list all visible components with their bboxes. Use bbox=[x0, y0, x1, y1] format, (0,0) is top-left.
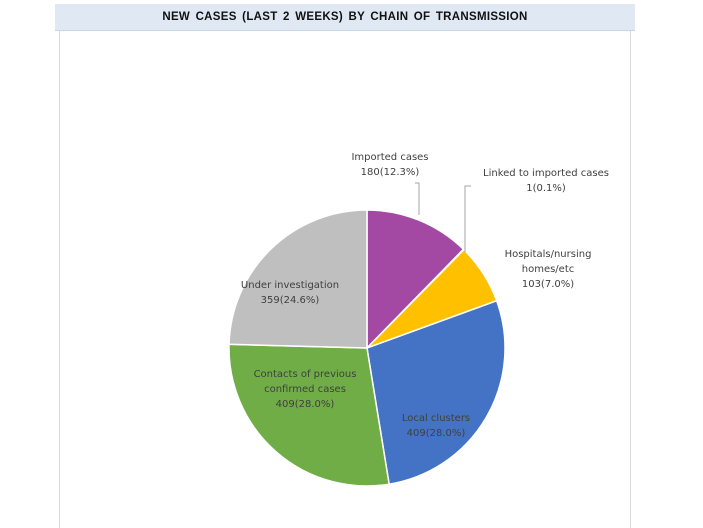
pie-slice-contacts-of-previous-confirmed-cases bbox=[228, 343, 391, 487]
data-label-value: 409(28.0%) bbox=[276, 399, 335, 410]
data-label-category: Under investigation bbox=[241, 280, 339, 291]
data-label-value: 1(0.1%) bbox=[526, 183, 566, 194]
data-label-value: 409(28.0%) bbox=[407, 428, 466, 439]
data-label-category: Linked to imported cases bbox=[483, 168, 609, 179]
data-label-value: 180(12.3%) bbox=[361, 167, 420, 178]
pie-slice-imported-cases bbox=[366, 209, 465, 350]
data-label-category: Imported cases bbox=[351, 152, 428, 163]
leader-line bbox=[415, 182, 420, 215]
data-label-category: homes/etc bbox=[522, 264, 575, 275]
chart-title-bar: NEW CASES (LAST 2 WEEKS) BY CHAIN OF TRA… bbox=[55, 4, 635, 31]
leader-line bbox=[464, 185, 471, 252]
data-label-category: confirmed cases bbox=[264, 384, 346, 395]
pie-slice-under-investigation bbox=[228, 209, 368, 349]
data-label-category: Local clusters bbox=[402, 413, 470, 424]
data-label-category: Contacts of previous bbox=[254, 369, 357, 380]
chart-title: NEW CASES (LAST 2 WEEKS) BY CHAIN OF TRA… bbox=[162, 11, 528, 23]
data-label-category: Hospitals/nursing bbox=[505, 249, 592, 260]
pie-slice-local-clusters bbox=[366, 299, 506, 486]
data-label-value: 359(24.6%) bbox=[261, 295, 320, 306]
data-label-value: 103(7.0%) bbox=[522, 279, 574, 290]
